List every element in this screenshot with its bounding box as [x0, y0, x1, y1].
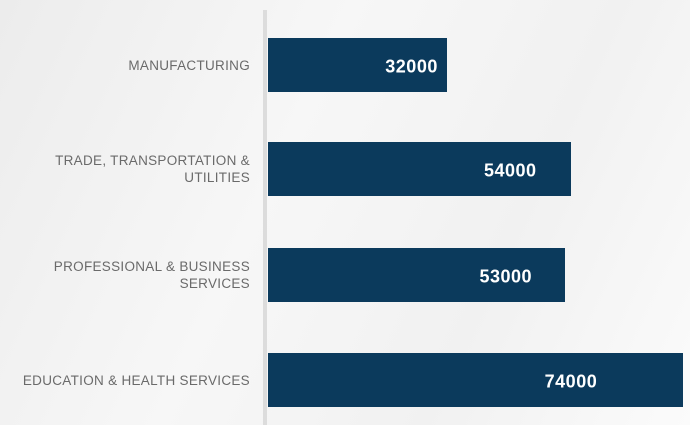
bar	[268, 248, 566, 302]
category-label: PROFESSIONAL & BUSINESS SERVICES	[0, 248, 250, 302]
value-label: 32000	[385, 56, 438, 77]
axis-line	[263, 10, 267, 425]
category-text: EDUCATION & HEALTH SERVICES	[22, 372, 250, 388]
value-label: 54000	[483, 160, 537, 181]
category-label: EDUCATION & HEALTH SERVICES	[0, 353, 250, 407]
category-text: PROFESSIONAL & BUSINESS SERVICES	[53, 259, 250, 291]
value-label: 74000	[544, 371, 598, 392]
category-text: MANUFACTURING	[128, 57, 250, 73]
category-text: TRADE, TRANSPORTATION & UTILITIES	[55, 153, 250, 185]
bar	[268, 38, 448, 92]
category-label: MANUFACTURING	[0, 38, 250, 92]
category-label: TRADE, TRANSPORTATION & UTILITIES	[0, 142, 250, 196]
bar	[268, 142, 571, 196]
bar	[268, 353, 683, 407]
value-label: 53000	[479, 266, 533, 287]
